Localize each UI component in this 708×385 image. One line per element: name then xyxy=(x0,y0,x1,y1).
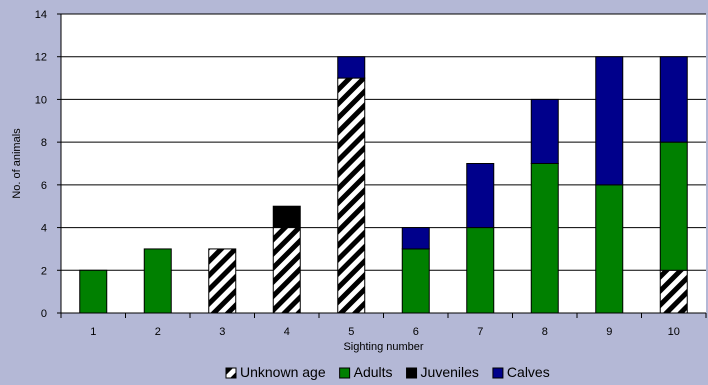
x-tick-label: 5 xyxy=(348,326,354,338)
legend-swatch-calves xyxy=(492,367,504,379)
bar-segment-adults xyxy=(143,248,172,314)
legend-swatch-adults xyxy=(339,367,351,379)
bar-segment-unknown-age xyxy=(659,269,688,314)
bar-segment-adults xyxy=(79,269,108,314)
bar-segment-calves xyxy=(530,98,559,164)
legend-label: Unknown age xyxy=(240,364,326,380)
x-tick-label: 7 xyxy=(477,326,483,338)
bar-segment-unknown-age xyxy=(272,227,301,314)
x-tick-label: 2 xyxy=(155,326,161,338)
x-axis-title: Sighting number xyxy=(343,341,423,353)
bar-segment-adults xyxy=(659,141,688,271)
x-tick-label: 10 xyxy=(668,326,680,338)
y-tick-label: 14 xyxy=(35,9,47,21)
bar-segment-calves xyxy=(337,56,366,79)
bar-segment-calves xyxy=(401,227,430,250)
y-tick-label: 10 xyxy=(35,94,47,106)
y-tick-label: 6 xyxy=(41,180,47,192)
x-tick-label: 4 xyxy=(284,326,290,338)
y-tick-label: 4 xyxy=(41,223,47,235)
bar-segment-adults xyxy=(530,163,559,314)
bar-segment-calves xyxy=(466,163,495,229)
bar-segment-adults xyxy=(401,248,430,314)
bar-segment-adults xyxy=(466,227,495,314)
legend-label: Juveniles xyxy=(421,364,479,380)
bar-segment-unknown-age xyxy=(337,77,366,314)
legend-label: Adults xyxy=(354,364,393,380)
x-tick-label: 6 xyxy=(413,326,419,338)
y-tick-label: 12 xyxy=(35,52,47,64)
x-tick-label: 3 xyxy=(219,326,225,338)
legend-swatch-juveniles xyxy=(406,367,418,379)
legend-swatch-unknown-age xyxy=(225,367,237,379)
bar-segment-unknown-age xyxy=(208,248,237,314)
bar-segment-juveniles xyxy=(272,205,301,229)
legend: Unknown age Adults Juveniles Calves xyxy=(225,364,550,380)
bar-segment-calves xyxy=(595,56,624,186)
bar-segment-adults xyxy=(595,184,624,314)
legend-label: Calves xyxy=(507,364,550,380)
y-tick-label: 8 xyxy=(41,137,47,149)
x-tick-label: 9 xyxy=(606,326,612,338)
bar-segment-calves xyxy=(659,56,688,143)
y-axis-title: No. of animals xyxy=(11,128,23,199)
y-tick-label: 0 xyxy=(41,308,47,320)
x-tick-label: 8 xyxy=(542,326,548,338)
x-tick-label: 1 xyxy=(90,326,96,338)
y-tick-label: 2 xyxy=(41,265,47,277)
